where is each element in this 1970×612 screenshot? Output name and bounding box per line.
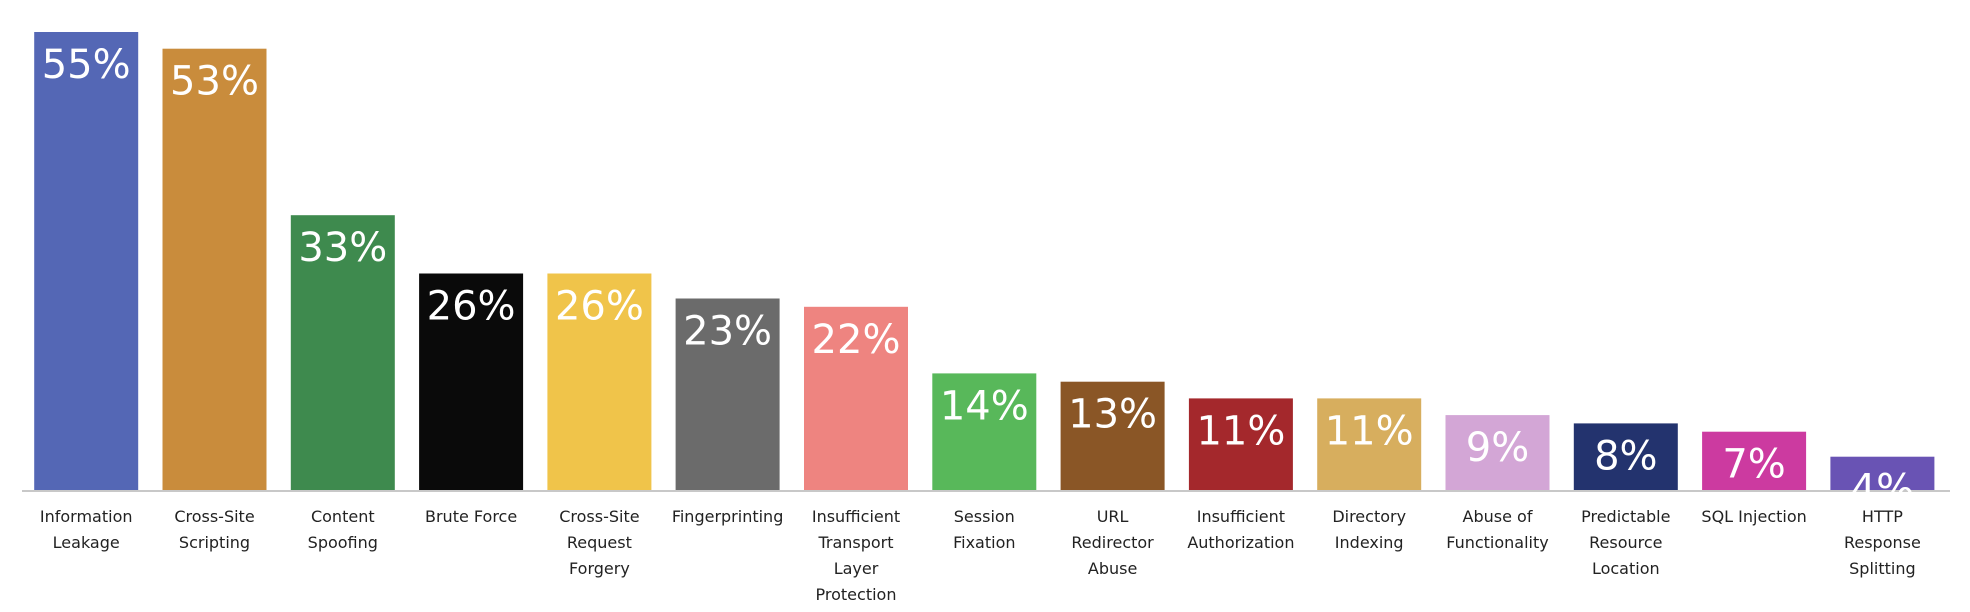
category-label-line: Spoofing <box>308 533 378 552</box>
category-label-session-fixation: Session Fixation <box>953 507 1015 552</box>
bar-information-leakage <box>34 32 139 490</box>
category-label-line: Response <box>1844 533 1921 552</box>
category-label-line: Resource <box>1589 533 1662 552</box>
category-label-line: Abuse of <box>1463 507 1533 526</box>
category-label-content-spoofing: Content Spoofing <box>308 507 378 552</box>
category-label-line: Insufficient <box>812 507 900 526</box>
value-labels-group: 55% 53% 33% 26% 26% 23% 22% 14% 13% 11% 11% 9% 8% 7% 4… <box>42 42 1914 513</box>
value-label-brute-force: 26% <box>427 284 516 330</box>
category-label-line: Brute Force <box>425 507 517 526</box>
category-label-line: HTTP <box>1862 507 1903 526</box>
bar-cross-site-request-forgery <box>547 273 652 490</box>
value-label-insufficient-authorization: 11% <box>1196 408 1285 454</box>
category-label-insufficient-transport-layer-protection: Insufficient Transport Layer Protection <box>812 507 900 604</box>
value-label-sql-injection: 7% <box>1722 442 1785 488</box>
value-label-http-response-splitting: 4% <box>1851 467 1914 513</box>
category-label-line: Information <box>40 507 133 526</box>
category-label-information-leakage: Information Leakage <box>40 507 133 552</box>
category-label-line: Transport <box>817 533 893 552</box>
bar-fingerprinting <box>675 298 780 490</box>
value-label-abuse-of-functionality: 9% <box>1466 425 1529 471</box>
category-label-line: Indexing <box>1335 533 1404 552</box>
category-label-brute-force: Brute Force <box>425 507 517 526</box>
value-label-url-redirector-abuse: 13% <box>1068 392 1157 438</box>
category-label-line: Scripting <box>179 533 250 552</box>
bar-directory-indexing <box>1317 398 1422 490</box>
category-label-insufficient-authorization: Insufficient Authorization <box>1187 507 1294 552</box>
category-label-line: Content <box>311 507 375 526</box>
value-label-directory-indexing: 11% <box>1325 408 1414 454</box>
category-label-line: Session <box>954 507 1015 526</box>
category-label-sql-injection: SQL Injection <box>1701 507 1806 526</box>
category-label-fingerprinting: Fingerprinting <box>672 507 784 526</box>
category-label-line: Fixation <box>953 533 1015 552</box>
value-label-session-fixation: 14% <box>940 383 1029 429</box>
category-label-line: Redirector <box>1071 533 1154 552</box>
category-label-line: URL <box>1097 507 1129 526</box>
bar-insufficient-transport-layer-protection <box>804 306 908 490</box>
bar-predictable-resource-location <box>1573 423 1678 490</box>
value-label-information-leakage: 55% <box>42 42 131 88</box>
value-label-predictable-resource-location: 8% <box>1594 433 1657 479</box>
category-label-line: Authorization <box>1187 533 1294 552</box>
category-label-line: SQL Injection <box>1701 507 1806 526</box>
bar-insufficient-authorization <box>1188 398 1293 490</box>
category-label-line: Leakage <box>53 533 120 552</box>
category-label-url-redirector-abuse: URL Redirector Abuse <box>1071 507 1154 578</box>
category-label-line: Layer <box>834 559 879 578</box>
bar-brute-force <box>419 273 524 490</box>
bar-session-fixation <box>932 373 1037 490</box>
bar-http-response-splitting <box>1830 456 1935 490</box>
category-label-cross-site-request-forgery: Cross-Site Request Forgery <box>559 507 639 578</box>
category-label-http-response-splitting: HTTP Response Splitting <box>1844 507 1921 578</box>
bar-content-spoofing <box>290 215 395 490</box>
value-label-cross-site-scripting: 53% <box>170 59 259 105</box>
bar-abuse-of-functionality <box>1445 415 1550 490</box>
bar-sql-injection <box>1702 431 1807 490</box>
category-label-line: Insufficient <box>1197 507 1285 526</box>
category-label-line: Forgery <box>569 559 630 578</box>
category-label-line: Cross-Site <box>559 507 639 526</box>
category-label-line: Location <box>1592 559 1660 578</box>
bars-group <box>34 32 1935 490</box>
category-label-directory-indexing: Directory Indexing <box>1332 507 1406 552</box>
bar-cross-site-scripting <box>162 48 267 490</box>
category-label-line: Cross-Site <box>174 507 254 526</box>
value-label-content-spoofing: 33% <box>298 225 387 271</box>
category-label-abuse-of-functionality: Abuse of Functionality <box>1446 507 1549 552</box>
category-label-line: Request <box>567 533 632 552</box>
value-label-insufficient-transport-layer-protection: 22% <box>812 317 901 363</box>
category-label-line: Predictable <box>1581 507 1670 526</box>
category-label-cross-site-scripting: Cross-Site Scripting <box>174 507 254 552</box>
value-label-fingerprinting: 23% <box>683 309 772 355</box>
category-label-line: Splitting <box>1849 559 1916 578</box>
category-labels-group: Information Leakage Cross-Site Scripting Con… <box>40 507 1921 604</box>
category-label-line: Protection <box>816 585 897 604</box>
category-label-predictable-resource-location: Predictable Resource Location <box>1581 507 1670 578</box>
category-label-line: Directory <box>1332 507 1406 526</box>
value-label-cross-site-request-forgery: 26% <box>555 284 644 330</box>
category-label-line: Abuse <box>1088 559 1137 578</box>
bar-url-redirector-abuse <box>1060 381 1165 490</box>
category-label-line: Functionality <box>1446 533 1549 552</box>
category-label-line: Fingerprinting <box>672 507 784 526</box>
